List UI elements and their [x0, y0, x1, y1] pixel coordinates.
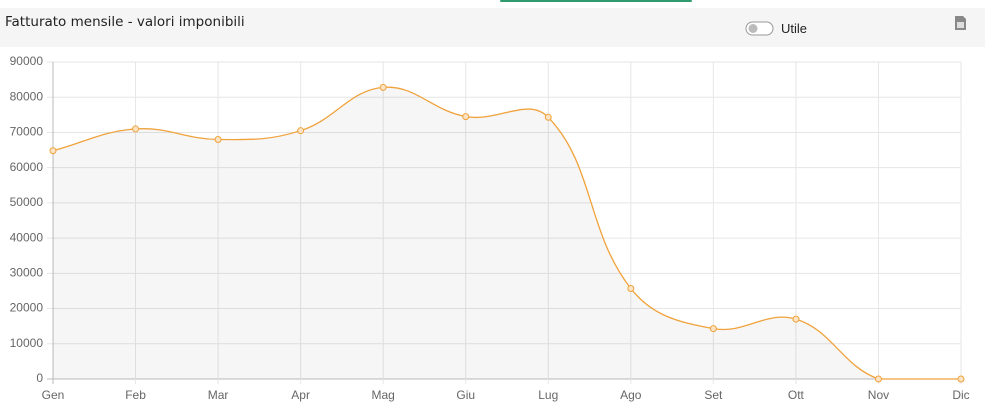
x-tick-label: Mar	[208, 388, 229, 402]
y-tick-label: 10000	[10, 336, 44, 350]
x-tick-label: Ago	[620, 388, 642, 402]
point	[214, 135, 222, 143]
y-tick-label: 60000	[10, 160, 44, 174]
y-tick-label: 70000	[10, 125, 44, 139]
point	[49, 147, 57, 155]
y-tick-label: 30000	[10, 266, 44, 280]
x-tick-label: Apr	[291, 388, 310, 402]
point	[297, 127, 305, 135]
tab-indicator	[500, 0, 692, 2]
toggle[interactable]	[745, 21, 774, 36]
x-tick-label: Gen	[42, 388, 65, 402]
export-icon[interactable]	[955, 16, 966, 30]
header-bar	[0, 8, 985, 47]
x-tick-label: Feb	[125, 388, 146, 402]
point	[792, 315, 800, 323]
point	[957, 375, 965, 383]
x-tick-label: Nov	[868, 388, 889, 402]
y-tick-label: 50000	[10, 195, 44, 209]
point	[627, 284, 635, 292]
x-tick-label: Mag	[372, 388, 395, 402]
y-tick-label: 90000	[10, 54, 44, 68]
point	[132, 125, 140, 133]
file-icon-badge	[957, 22, 964, 28]
area	[53, 87, 961, 379]
x-tick-label: Lug	[538, 388, 558, 402]
y-tick-label: 0	[36, 371, 43, 385]
point	[709, 325, 717, 333]
x-tick-label: Dic	[952, 388, 969, 402]
y-tick-label: 40000	[10, 230, 44, 244]
toggle-knob	[748, 24, 758, 33]
point	[379, 83, 387, 91]
point	[462, 113, 470, 121]
point	[874, 375, 882, 383]
y-tick-label: 80000	[10, 89, 44, 103]
x-tick-label: Set	[704, 388, 723, 402]
point	[544, 113, 552, 121]
toggle-label[interactable]: Utile	[781, 21, 807, 36]
y-tick-label: 20000	[10, 301, 44, 315]
x-tick-label: Giu	[456, 388, 475, 402]
chart-title: Fatturato mensile - valori imponibili	[5, 14, 245, 30]
x-tick-label: Ott	[788, 388, 805, 402]
